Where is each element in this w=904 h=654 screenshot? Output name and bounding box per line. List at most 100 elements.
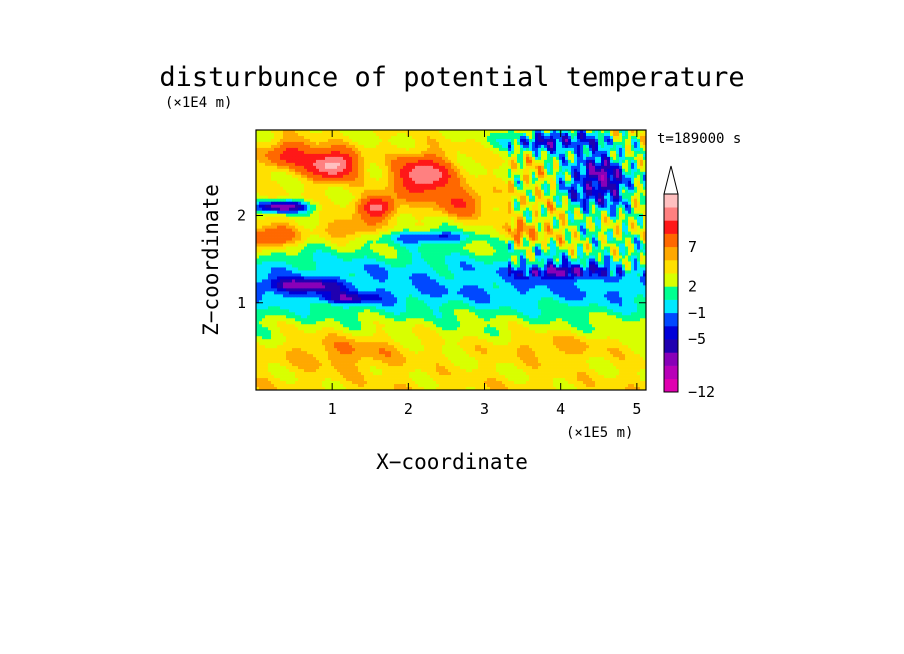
contour-cell [274,153,278,158]
contour-cell [550,222,554,226]
contour-cell [523,180,527,185]
contour-cell [334,243,338,247]
contour-cell [256,192,260,197]
contour-cell [523,150,527,155]
contour-cell [595,153,599,158]
contour-cell [400,174,404,179]
contour-cell [415,225,419,229]
contour-cell [355,225,359,229]
contour-cell [325,141,329,146]
contour-cell [505,174,509,179]
contour-cell [622,237,626,241]
contour-cell [271,174,275,179]
contour-cell [316,225,320,229]
contour-cell [643,177,647,182]
contour-cell [430,210,434,215]
contour-cell [595,225,599,229]
contour-cell [616,213,620,218]
contour-cell [349,213,353,218]
contour-cell [502,225,506,229]
contour-cell [412,195,416,200]
contour-cell [565,141,569,146]
contour-cell [556,156,560,161]
contour-cell [397,130,401,134]
contour-cell [379,171,383,176]
contour-cell [409,198,413,203]
contour-cell [487,216,491,221]
contour-cell [436,162,440,167]
contour-cell [583,165,587,170]
contour-cell [397,132,401,137]
contour-cell [391,168,395,173]
contour-cell [328,174,332,179]
contour-cell [442,213,446,218]
contour-cell [352,159,356,164]
contour-cell [277,138,281,143]
contour-cell [490,159,494,164]
contour-cell [625,186,629,191]
contour-cell [589,201,593,206]
contour-cell [466,177,470,182]
contour-cell [517,162,521,167]
contour-cell [634,192,638,197]
contour-cell [511,150,515,155]
contour-cell [532,147,536,152]
contour-cell [388,222,392,226]
contour-cell [262,174,266,179]
contour-cell [394,130,398,134]
contour-cell [313,216,317,221]
contour-cell [604,210,608,215]
contour-cell [529,180,533,185]
contour-cell [316,183,320,188]
contour-cell [556,228,560,232]
contour-cell [358,198,362,203]
contour-cell [577,207,581,212]
contour-cell [466,138,470,143]
contour-cell [475,165,479,170]
contour-cell [595,141,599,146]
contour-cell [373,165,377,170]
contour-cell [631,189,635,194]
contour-cell [400,177,404,182]
contour-cell [304,171,308,176]
contour-cell [490,210,494,215]
contour-cell [373,156,377,161]
contour-cell [583,144,587,149]
contour-cell [631,183,635,188]
contour-cell [565,162,569,167]
contour-cell [301,231,305,235]
contour-cell [301,130,305,134]
contour-cell [544,213,548,218]
contour-cell [397,168,401,173]
contour-cell [265,237,269,241]
contour-cell [514,210,518,215]
contour-cell [319,177,323,182]
contour-cell [616,222,620,226]
contour-cell [493,180,497,185]
contour-cell [334,201,338,206]
contour-cell [373,168,377,173]
contour-cell [415,198,419,203]
contour-cell [565,240,569,244]
contour-cell [598,237,602,241]
contour-cell [394,216,398,221]
contour-cell [415,222,419,226]
contour-cell [520,153,524,158]
contour-cell [271,192,275,197]
contour-cell [439,141,443,146]
contour-cell [475,183,479,188]
contour-cell [559,186,563,191]
contour-cell [370,144,374,149]
contour-cell [391,213,395,218]
contour-cell [604,171,608,176]
contour-cell [316,216,320,221]
contour-cell [595,147,599,152]
contour-cell [583,228,587,232]
contour-cell [301,210,305,215]
contour-cell [385,141,389,146]
contour-cell [436,168,440,173]
contour-cell [496,204,500,209]
contour-cell [556,204,560,209]
contour-cell [499,138,503,143]
contour-cell [460,150,464,155]
